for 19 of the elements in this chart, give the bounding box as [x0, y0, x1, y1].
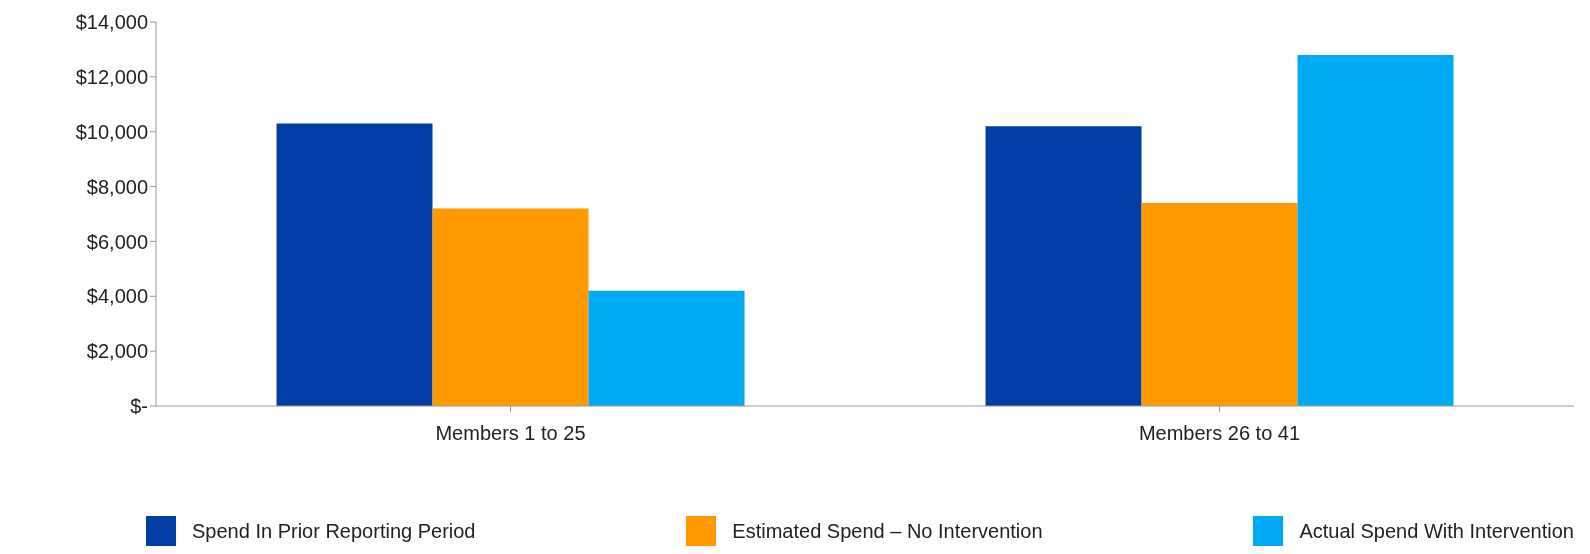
bar — [432, 208, 589, 406]
y-tick-label: $6,000 — [86, 230, 148, 253]
bar — [588, 290, 745, 406]
y-tick-label: $2,000 — [86, 340, 148, 363]
y-tick-label: $14,000 — [75, 11, 148, 34]
x-tick-label: Members 1 to 25 — [435, 422, 586, 445]
legend-label: Estimated Spend – No Intervention — [731, 518, 1043, 544]
x-tick-label: Members 26 to 41 — [1138, 422, 1301, 445]
legend-label: Actual Spend With Intervention — [1298, 518, 1574, 544]
legend-label: Spend In Prior Reporting Period — [191, 518, 476, 544]
y-tick-label: $- — [130, 395, 148, 418]
y-tick-label: $12,000 — [75, 65, 148, 88]
y-tick-label: $10,000 — [75, 120, 148, 143]
bar — [276, 123, 433, 406]
y-tick-label: $8,000 — [86, 175, 148, 198]
bar — [1297, 54, 1454, 406]
bar — [1141, 203, 1298, 406]
bar — [985, 126, 1142, 406]
y-tick-label: $4,000 — [86, 285, 148, 308]
